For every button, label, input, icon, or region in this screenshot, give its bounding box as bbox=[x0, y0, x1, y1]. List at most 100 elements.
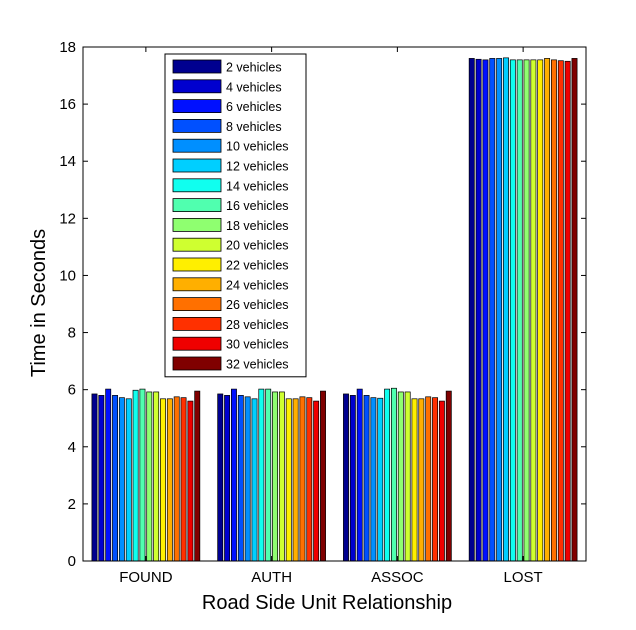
bar-found-32-vehicles bbox=[194, 390, 201, 562]
bar-found-26-vehicles bbox=[173, 396, 180, 562]
legend-label: 18 vehicles bbox=[226, 219, 289, 233]
y-tick-label: 10 bbox=[59, 267, 76, 284]
bar-lost-26-vehicles bbox=[550, 59, 557, 562]
bar-assoc-12-vehicles bbox=[377, 397, 384, 562]
legend-swatch bbox=[172, 119, 222, 133]
bar-auth-30-vehicles bbox=[313, 400, 320, 562]
legend-label: 20 vehicles bbox=[226, 239, 289, 253]
bar-assoc-20-vehicles bbox=[404, 391, 411, 562]
bar-lost-24-vehicles bbox=[544, 58, 551, 562]
bar-lost-2-vehicles bbox=[468, 58, 475, 562]
bar-auth-18-vehicles bbox=[272, 391, 279, 562]
x-axis: FOUND AUTH ASSOC LOST bbox=[119, 47, 543, 586]
bar-assoc-2-vehicles bbox=[343, 393, 349, 562]
bar-lost-30-vehicles bbox=[564, 60, 571, 562]
legend-label: 22 vehicles bbox=[226, 259, 289, 273]
y-tick-label: 14 bbox=[59, 153, 76, 170]
bar-auth-20-vehicles bbox=[278, 391, 285, 562]
legend-swatch bbox=[172, 178, 222, 193]
bar-auth-16-vehicles bbox=[265, 388, 272, 562]
bar-auth-2-vehicles bbox=[217, 393, 224, 562]
bar-assoc-6-vehicles bbox=[356, 388, 363, 562]
bar-lost-4-vehicles bbox=[475, 58, 482, 562]
legend-label: 28 vehicles bbox=[226, 318, 289, 332]
bar-found-6-vehicles bbox=[105, 388, 112, 562]
legend-swatch bbox=[172, 277, 222, 292]
bar-assoc-24-vehicles bbox=[418, 398, 425, 562]
legend-swatch bbox=[172, 99, 222, 113]
legend-swatch bbox=[172, 336, 222, 351]
bar-found-28-vehicles bbox=[180, 397, 187, 562]
bar-lost-32-vehicles bbox=[571, 58, 578, 562]
bar-auth-12-vehicles bbox=[251, 398, 258, 562]
bar-lost-20-vehicles bbox=[530, 59, 537, 562]
bar-auth-8-vehicles bbox=[237, 395, 244, 562]
bar-found-16-vehicles bbox=[139, 388, 146, 562]
legend-label: 12 vehicles bbox=[226, 160, 289, 174]
bar-found-10-vehicles bbox=[118, 397, 125, 562]
bar-found-2-vehicles bbox=[91, 393, 98, 562]
legend-label: 16 vehicles bbox=[226, 199, 289, 213]
y-tick-label: 0 bbox=[68, 553, 76, 570]
legend-swatch bbox=[172, 79, 222, 94]
bar-assoc-10-vehicles bbox=[370, 397, 377, 562]
bar-lost-28-vehicles bbox=[557, 60, 564, 562]
y-tick-label: 18 bbox=[59, 39, 76, 56]
bar-auth-10-vehicles bbox=[244, 396, 251, 562]
bar-lost-16-vehicles bbox=[516, 59, 523, 562]
legend-swatch bbox=[172, 198, 222, 213]
legend-label: 26 vehicles bbox=[226, 298, 289, 312]
bar-lost-8-vehicles bbox=[489, 58, 496, 562]
legend-label: 32 vehicles bbox=[226, 358, 289, 372]
legend-label: 24 vehicles bbox=[226, 278, 289, 292]
bar-auth-26-vehicles bbox=[299, 396, 306, 562]
y-tick-label: 12 bbox=[59, 210, 76, 227]
legend-label: 2 vehicles bbox=[226, 61, 282, 75]
y-tick-label: 6 bbox=[68, 382, 76, 399]
bar-assoc-28-vehicles bbox=[432, 397, 439, 562]
bar-found-22-vehicles bbox=[160, 398, 166, 562]
bar-assoc-22-vehicles bbox=[411, 398, 418, 562]
y-tick-label: 8 bbox=[68, 325, 76, 342]
bar-assoc-18-vehicles bbox=[397, 391, 404, 562]
bar-auth-28-vehicles bbox=[306, 397, 313, 562]
legend-label: 8 vehicles bbox=[226, 120, 282, 134]
bar-assoc-14-vehicles bbox=[384, 388, 391, 562]
bar-assoc-26-vehicles bbox=[425, 396, 432, 562]
bar-found-12-vehicles bbox=[125, 398, 132, 562]
bar-assoc-4-vehicles bbox=[349, 395, 356, 562]
x-tick-label-assoc: ASSOC bbox=[371, 569, 424, 586]
plot-frame bbox=[82, 46, 587, 562]
x-axis-title: Road Side Unit Relationship bbox=[202, 592, 452, 614]
bar-auth-14-vehicles bbox=[258, 388, 265, 562]
bar-lost-6-vehicles bbox=[482, 59, 489, 562]
legend-label: 10 vehicles bbox=[226, 140, 289, 154]
x-tick-label-lost: LOST bbox=[504, 569, 543, 586]
bar-found-8-vehicles bbox=[112, 395, 118, 562]
legend-swatch bbox=[172, 59, 222, 74]
bar-auth-24-vehicles bbox=[292, 398, 299, 562]
legend: 2 vehicles 4 vehicles 6 vehicles 8 vehicles… bbox=[164, 53, 307, 378]
legend-swatch bbox=[172, 237, 222, 252]
legend-swatch bbox=[172, 217, 222, 232]
legend-label: 4 vehicles bbox=[226, 80, 282, 94]
bar-auth-4-vehicles bbox=[224, 395, 231, 562]
legend-swatch bbox=[172, 158, 222, 173]
bar-found-4-vehicles bbox=[98, 395, 105, 562]
legend-label: 30 vehicles bbox=[226, 338, 289, 352]
bar-found-20-vehicles bbox=[153, 391, 160, 562]
y-tick-label: 4 bbox=[68, 439, 76, 456]
legend-swatch bbox=[172, 356, 222, 371]
bar-found-30-vehicles bbox=[187, 400, 194, 562]
bar-lost-18-vehicles bbox=[523, 59, 530, 562]
legend-swatch bbox=[172, 257, 222, 272]
x-tick-label-auth: AUTH bbox=[251, 569, 292, 586]
bar-assoc-8-vehicles bbox=[363, 395, 370, 562]
y-tick-label: 2 bbox=[68, 496, 76, 513]
bar-assoc-30-vehicles bbox=[438, 400, 445, 562]
bar-found-24-vehicles bbox=[166, 398, 173, 562]
y-tick-label: 16 bbox=[59, 96, 76, 113]
bar-assoc-32-vehicles bbox=[445, 390, 452, 562]
legend-swatch bbox=[172, 297, 222, 312]
